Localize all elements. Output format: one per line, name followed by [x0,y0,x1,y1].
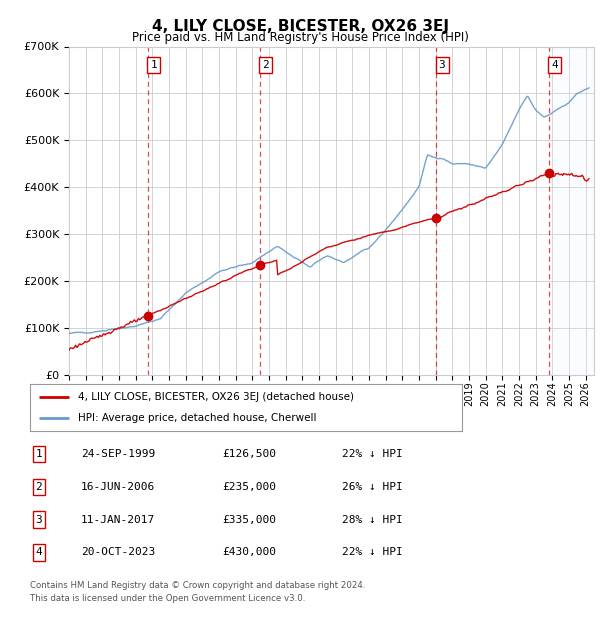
Text: 4: 4 [551,60,558,70]
Text: 1: 1 [35,449,43,459]
Text: 4, LILY CLOSE, BICESTER, OX26 3EJ (detached house): 4, LILY CLOSE, BICESTER, OX26 3EJ (detac… [77,392,353,402]
Text: This data is licensed under the Open Government Licence v3.0.: This data is licensed under the Open Gov… [30,593,305,603]
Text: Contains HM Land Registry data © Crown copyright and database right 2024.: Contains HM Land Registry data © Crown c… [30,581,365,590]
Text: 22% ↓ HPI: 22% ↓ HPI [342,449,403,459]
Text: 11-JAN-2017: 11-JAN-2017 [81,515,155,525]
Text: 22% ↓ HPI: 22% ↓ HPI [342,547,403,557]
Text: 1: 1 [151,60,157,70]
Text: 3: 3 [35,515,43,525]
Text: 20-OCT-2023: 20-OCT-2023 [81,547,155,557]
Text: 28% ↓ HPI: 28% ↓ HPI [342,515,403,525]
Text: £126,500: £126,500 [222,449,276,459]
Text: 2: 2 [35,482,43,492]
Text: HPI: Average price, detached house, Cherwell: HPI: Average price, detached house, Cher… [77,413,316,423]
Bar [549,46,594,375]
Text: £235,000: £235,000 [222,482,276,492]
Text: £430,000: £430,000 [222,547,276,557]
Text: 4, LILY CLOSE, BICESTER, OX26 3EJ: 4, LILY CLOSE, BICESTER, OX26 3EJ [151,19,449,33]
Text: 3: 3 [439,60,445,70]
Text: Price paid vs. HM Land Registry's House Price Index (HPI): Price paid vs. HM Land Registry's House … [131,31,469,44]
Text: 4: 4 [35,547,43,557]
Text: 26% ↓ HPI: 26% ↓ HPI [342,482,403,492]
Text: 24-SEP-1999: 24-SEP-1999 [81,449,155,459]
Text: £335,000: £335,000 [222,515,276,525]
Text: 2: 2 [263,60,269,70]
Text: 16-JUN-2006: 16-JUN-2006 [81,482,155,492]
